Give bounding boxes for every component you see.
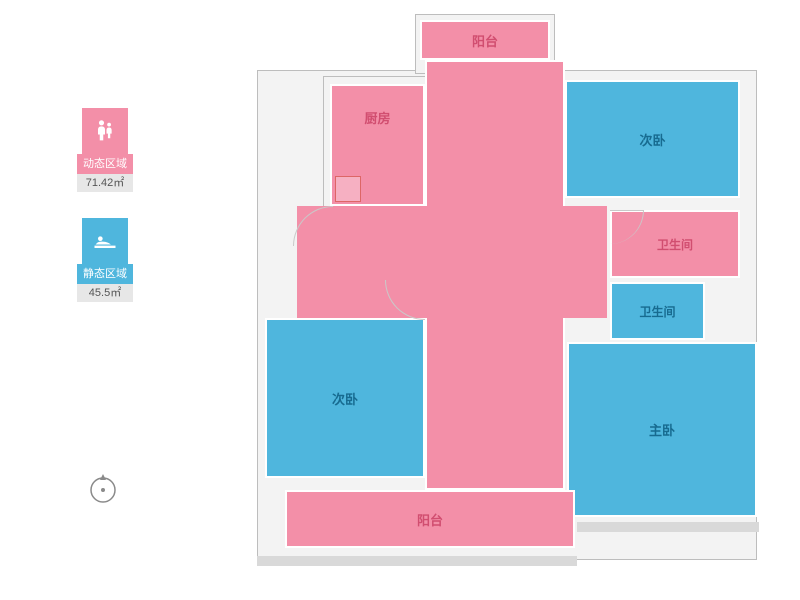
legend-static-title: 静态区域 <box>77 264 133 284</box>
room-label: 卫生间 <box>639 303 675 320</box>
kitchen-fixture <box>335 176 361 202</box>
room-balcony-bottom: 阳台 <box>285 490 575 548</box>
room-label: 阳台 <box>417 510 443 529</box>
slab <box>577 522 759 532</box>
room-label: 厨房 <box>364 108 390 127</box>
room-balcony-top: 阳台 <box>420 20 550 60</box>
slab <box>257 556 577 566</box>
legend-static: 静态区域 45.5㎡ <box>75 218 135 302</box>
legend: 动态区域 71.42㎡ 静态区域 45.5㎡ <box>75 108 135 328</box>
room-bedroom-top: 次卧 <box>565 80 740 198</box>
legend-dynamic-value: 71.42㎡ <box>77 174 133 192</box>
compass-icon <box>85 470 121 506</box>
sleep-icon <box>82 218 128 264</box>
room-master: 主卧 <box>567 342 757 517</box>
legend-dynamic-title: 动态区域 <box>77 154 133 174</box>
room-label: 主卧 <box>649 420 675 439</box>
room-label: 卫生间 <box>657 236 693 253</box>
people-icon <box>82 108 128 154</box>
legend-dynamic: 动态区域 71.42㎡ <box>75 108 135 192</box>
room-living-horiz <box>297 206 607 318</box>
room-bath2: 卫生间 <box>610 282 705 340</box>
floor-plan: 客餐厅 阳台 厨房 次卧 卫生间 卫生间 次卧 主卧 阳台 <box>215 20 770 580</box>
room-bedroom-left: 次卧 <box>265 318 425 478</box>
room-label: 次卧 <box>332 389 358 408</box>
room-label: 次卧 <box>639 130 665 149</box>
legend-static-value: 45.5㎡ <box>77 284 133 302</box>
room-label: 阳台 <box>472 31 498 50</box>
